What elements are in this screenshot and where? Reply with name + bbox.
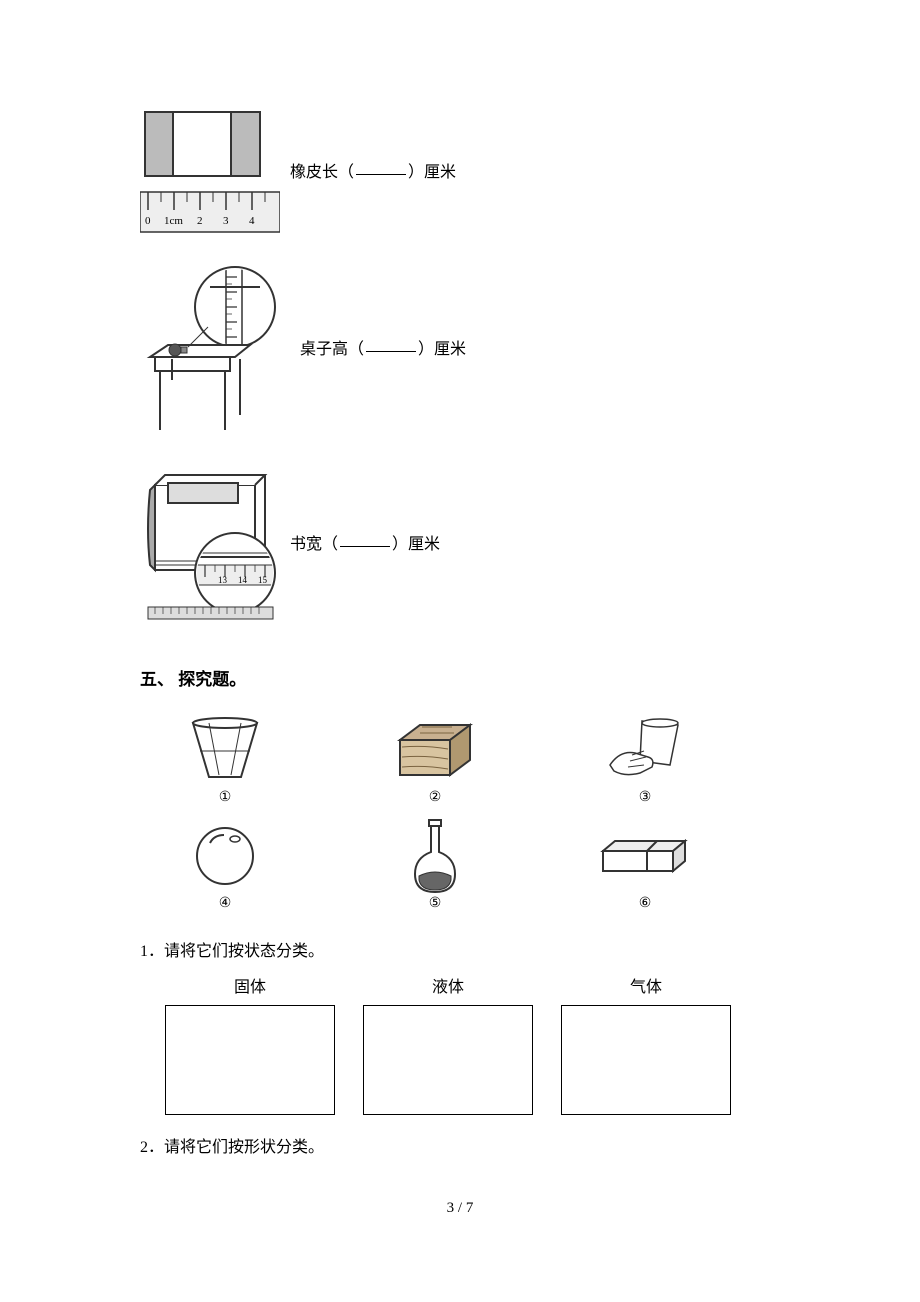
- category-gas: 气体: [561, 973, 731, 1115]
- objects-grid: ①: [150, 715, 790, 912]
- category-solid: 固体: [165, 973, 335, 1115]
- object-1-num: ①: [219, 789, 232, 806]
- eraser-blank[interactable]: [356, 174, 406, 175]
- ruler-tick-0: 0: [145, 215, 151, 227]
- book-ruler-15: 15: [258, 575, 268, 585]
- category-gas-box[interactable]: [561, 1005, 731, 1115]
- book-label-prefix: 书宽（: [290, 536, 338, 553]
- object-6-eraser: ⑥: [570, 821, 720, 912]
- book-ruler-13: 13: [218, 575, 228, 585]
- desk-blank[interactable]: [366, 351, 416, 352]
- object-5-flask: ⑤: [360, 821, 510, 912]
- category-gas-label: 气体: [630, 973, 662, 997]
- object-5-num: ⑤: [429, 895, 442, 912]
- ruler-tick-4: 4: [249, 215, 255, 227]
- desk-label-suffix: ）厘米: [418, 341, 466, 358]
- measure-eraser-row: 0 1cm 2 3 4 橡皮长（ ）厘米: [140, 110, 790, 235]
- question-2: 2．请将它们按形状分类。: [140, 1133, 790, 1157]
- object-2-num: ②: [429, 789, 442, 806]
- book-blank[interactable]: [340, 546, 390, 547]
- category-solid-box[interactable]: [165, 1005, 335, 1115]
- desk-figure: [140, 265, 290, 435]
- category-liquid: 液体: [363, 973, 533, 1115]
- object-6-num: ⑥: [639, 895, 652, 912]
- object-4-bubble: ④: [150, 821, 300, 912]
- category-liquid-box[interactable]: [363, 1005, 533, 1115]
- desk-label-prefix: 桌子高（: [300, 341, 364, 358]
- eraser-label: 橡皮长（ ）厘米: [290, 160, 456, 186]
- book-ruler-14: 14: [238, 575, 248, 585]
- measure-desk-row: 桌子高（ ）厘米: [140, 265, 790, 435]
- book-label-suffix: ）厘米: [392, 536, 440, 553]
- measure-book-row: 13 14 15: [140, 465, 790, 625]
- book-figure: 13 14 15: [140, 465, 290, 625]
- eraser-figure: 0 1cm 2 3 4: [140, 110, 280, 235]
- ruler-tick-2: 2: [197, 215, 203, 227]
- category-solid-label: 固体: [234, 973, 266, 997]
- object-4-num: ④: [219, 895, 232, 912]
- category-liquid-label: 液体: [432, 973, 464, 997]
- question-1: 1．请将它们按状态分类。: [140, 937, 790, 961]
- object-3-handcup: ③: [570, 715, 720, 806]
- page-number: 3 / 7: [0, 1200, 920, 1217]
- object-1-cup: ①: [150, 715, 300, 806]
- ruler-tick-1: 1cm: [164, 215, 183, 227]
- category-boxes-row: 固体 液体 气体: [165, 973, 790, 1115]
- book-label: 书宽（ ）厘米: [290, 532, 440, 558]
- object-2-woodblock: ②: [360, 715, 510, 806]
- eraser-label-suffix: ）厘米: [408, 164, 456, 181]
- desk-label: 桌子高（ ）厘米: [300, 337, 466, 363]
- ruler-tick-3: 3: [223, 215, 229, 227]
- section-5-title: 五、 探究题。: [140, 665, 790, 690]
- eraser-label-prefix: 橡皮长（: [290, 164, 354, 181]
- object-3-num: ③: [639, 789, 652, 806]
